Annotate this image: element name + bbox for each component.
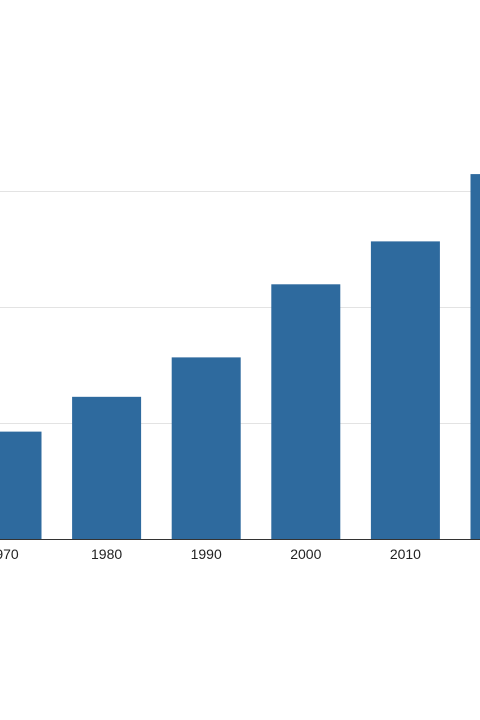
x-tick-label-2000: 2000 [290, 546, 321, 562]
x-tick-label-1990: 1990 [191, 546, 222, 562]
bar-1980 [72, 396, 142, 540]
x-tick-label-1970: 970 [0, 546, 19, 562]
bar-1970 [0, 431, 42, 540]
bar-2010 [370, 241, 440, 540]
x-tick-labels: 9701980199020002010Jan [0, 546, 421, 562]
bar-layer [0, 174, 480, 540]
bar-jan [470, 174, 480, 540]
x-tick-label-1980: 1980 [91, 546, 122, 562]
x-tick-label-2010: 2010 [390, 546, 421, 562]
bar-1990 [171, 357, 241, 540]
bar-2000 [271, 284, 341, 540]
